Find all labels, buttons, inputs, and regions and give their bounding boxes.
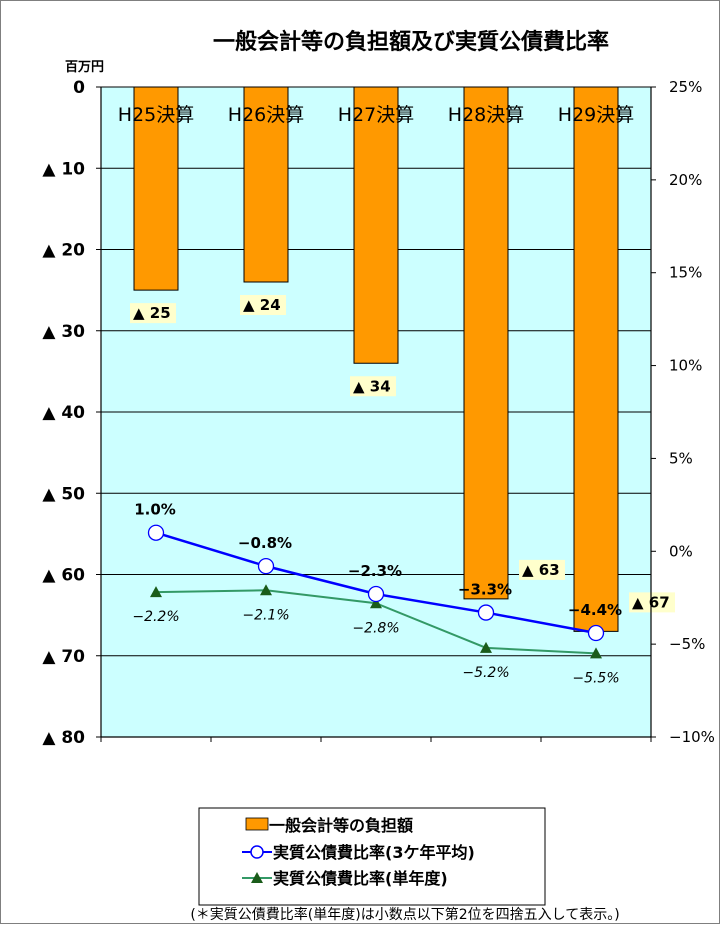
chart-title: 一般会計等の負担額及び実質公債費比率 xyxy=(213,29,609,55)
category-label: H26決算 xyxy=(228,104,304,126)
three-year-average-marker xyxy=(257,557,275,575)
single-year-label: −2.2% xyxy=(132,609,179,625)
single-year-label: −2.8% xyxy=(352,620,399,636)
bar-label-bg xyxy=(130,303,176,324)
legend-single-marker xyxy=(251,872,263,883)
right-tick-label: −10% xyxy=(669,728,715,746)
left-axis-ticks: 0 ▲ 10 ▲ 20 ▲ 30 ▲ 40 ▲ 50 ▲ 60 ▲ 70 ▲ 80 xyxy=(42,78,101,748)
three-year-average-marker xyxy=(587,624,605,642)
bar-label-bg xyxy=(350,376,396,397)
three-year-average-label: −3.3% xyxy=(458,581,512,599)
bar-label-bg xyxy=(240,295,286,315)
left-tick-label: 0 xyxy=(73,78,85,98)
legend-avg-label: 実質公債費比率(3ケ年平均) xyxy=(273,843,475,862)
legend-bar-label: 一般会計等の負担額 xyxy=(269,816,413,835)
three-year-average-label: −4.4% xyxy=(568,601,622,619)
bar-data-labels: ▲ 25 ▲ 24▲ 34▲ 63▲ 67 xyxy=(130,295,675,613)
left-tick-label: ▲ 30 xyxy=(42,322,85,342)
three-year-average-marker xyxy=(367,585,385,603)
three-year-average-marker xyxy=(147,524,165,541)
left-tick-label: ▲ 70 xyxy=(42,647,85,667)
right-tick-label: 10% xyxy=(669,357,702,375)
right-axis-ticks: 25% 20% 15% 10% 5% 0% −5% −10% xyxy=(651,78,715,746)
category-label: H27決算 xyxy=(338,104,414,126)
right-tick-label: 15% xyxy=(669,264,702,282)
single-year-marker xyxy=(260,584,272,596)
category-labels: H25決算 H26決算 H27決算 H28決算 H29決算 xyxy=(118,104,634,126)
bar xyxy=(353,86,399,364)
footnote: (＊実質公債費比率(単年度)は小数点以下第2位を四捨五入して表示。) xyxy=(190,906,619,923)
legend-single-label: 実質公債費比率(単年度) xyxy=(273,869,448,888)
left-tick-label: ▲ 50 xyxy=(42,484,85,504)
bar-label-bg xyxy=(519,559,565,580)
right-tick-label: 0% xyxy=(669,542,693,560)
left-tick-label: ▲ 40 xyxy=(42,403,85,423)
single-year-label: −5.5% xyxy=(572,670,619,686)
right-tick-label: −5% xyxy=(669,635,705,653)
single-year-label: −5.2% xyxy=(462,665,509,681)
legend-avg-marker xyxy=(250,845,264,859)
single-year-marker xyxy=(480,641,492,653)
legend: 一般会計等の負担額 実質公債費比率(3ケ年平均) 実質公債費比率(単年度) xyxy=(198,807,546,906)
three-year-average-label: −2.3% xyxy=(348,562,402,580)
bar-label-bg xyxy=(629,592,675,613)
single-year-marker xyxy=(590,647,602,659)
bar-data-label: ▲ 25 xyxy=(133,304,171,322)
bar-series xyxy=(133,86,619,632)
category-label: H25決算 xyxy=(118,104,194,126)
bar xyxy=(463,86,509,600)
right-tick-label: 25% xyxy=(669,78,702,96)
category-label: H29決算 xyxy=(558,104,634,126)
category-label: H28決算 xyxy=(448,104,524,126)
left-axis-unit: 百万円 xyxy=(65,60,104,75)
left-tick-label: ▲ 10 xyxy=(42,159,85,179)
three-year-average-label: −0.8% xyxy=(238,534,292,552)
single-year-label: −2.1% xyxy=(242,607,289,623)
bar-data-label: ▲ 24 xyxy=(243,296,281,314)
single-year-marker xyxy=(370,597,382,609)
legend-bar-swatch xyxy=(245,817,269,831)
left-tick-label: ▲ 60 xyxy=(42,566,85,586)
bar-data-label: ▲ 63 xyxy=(522,561,560,579)
bar-data-label: ▲ 34 xyxy=(353,377,391,395)
bar xyxy=(243,86,289,283)
three-year-average-label: 1.0% xyxy=(134,501,176,519)
left-tick-label: ▲ 20 xyxy=(42,241,85,261)
single-year-ratio-series: −2.2% −2.1% −2.8% −5.2% −5.5% xyxy=(132,584,620,686)
three-year-average-ratio-series: 1.0% −0.8% −2.3% −3.3% −4.4% xyxy=(134,501,622,642)
right-tick-label: 5% xyxy=(669,449,693,467)
single-year-marker xyxy=(150,586,162,598)
left-tick-label: ▲ 80 xyxy=(42,728,85,748)
bar xyxy=(573,86,619,632)
right-tick-label: 20% xyxy=(669,171,702,189)
three-year-average-marker xyxy=(477,604,495,621)
bar xyxy=(133,86,179,291)
